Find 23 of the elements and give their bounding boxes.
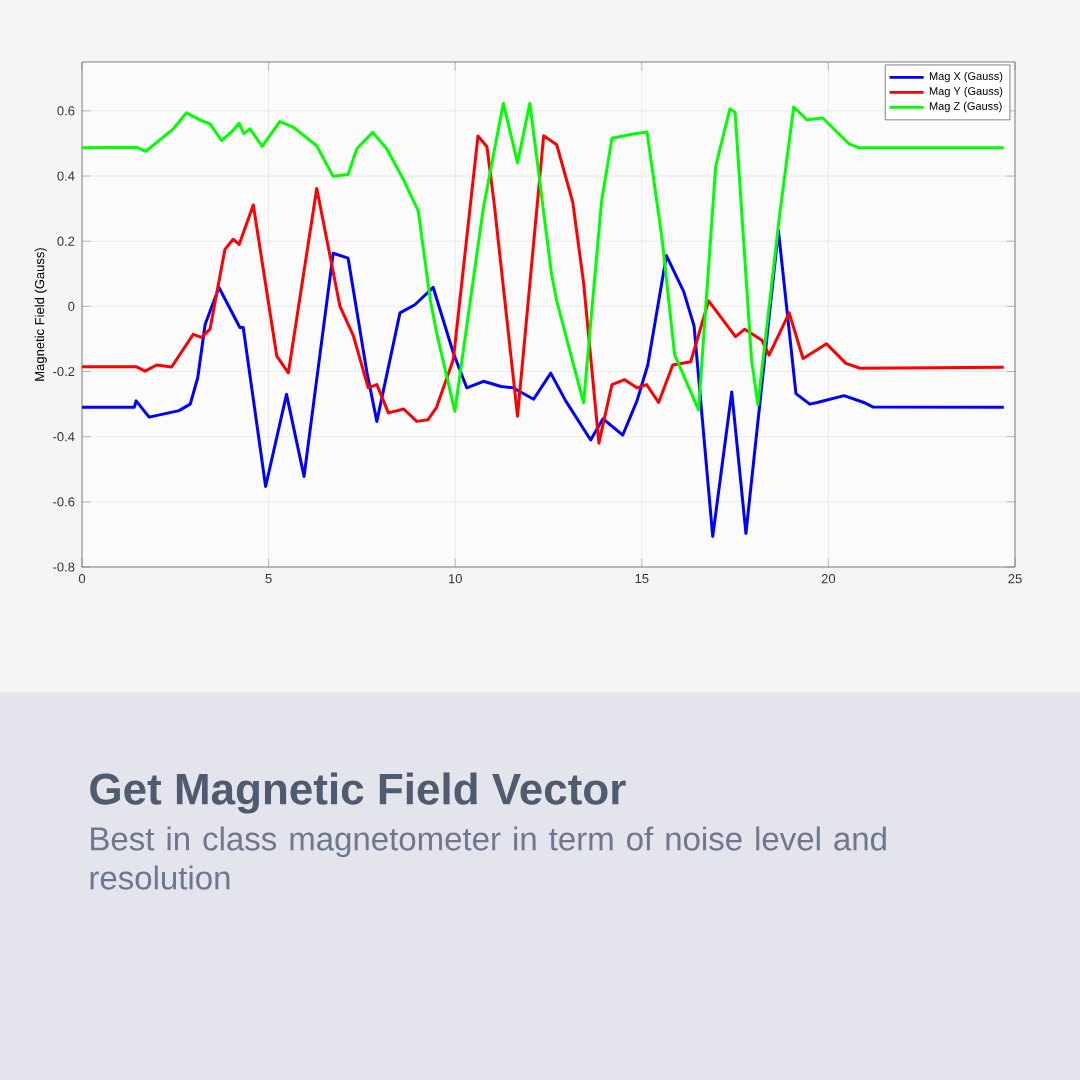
legend-label: Mag Y (Gauss) (929, 86, 1003, 98)
line-series (82, 228, 1006, 538)
y-tick-label: -0.6 (53, 497, 75, 507)
x-tick-label: 0 (78, 574, 86, 584)
y-tick-label: 0.6 (57, 106, 75, 116)
x-tick-label: 10 (448, 574, 462, 584)
y-tick-label: -0.2 (53, 366, 75, 377)
legend-label: Mag Z (Gauss) (929, 101, 1002, 113)
y-tick-label: 0.4 (57, 171, 75, 181)
text: Get Magnetic Field Vector (90, 772, 626, 814)
line-series (82, 101, 1006, 413)
x-tick-label: 20 (821, 574, 836, 584)
x-tick-label: 15 (635, 574, 649, 584)
line-series (82, 134, 1006, 445)
y-tick-label: 0 (68, 301, 75, 311)
text: Best in class magnetometer in term of noise level and resolution (90, 826, 886, 890)
y-tick-label: -0.4 (53, 432, 75, 442)
y-axis-title: Magnetic Field (Gauss) (34, 248, 47, 381)
legend-label: Mag X (Gauss) (929, 71, 1003, 83)
y-tick-label: 0.2 (57, 236, 75, 246)
y-tick-label: -0.8 (53, 562, 75, 572)
x-tick-label: 25 (1008, 574, 1022, 584)
x-tick-label: 5 (265, 574, 272, 584)
